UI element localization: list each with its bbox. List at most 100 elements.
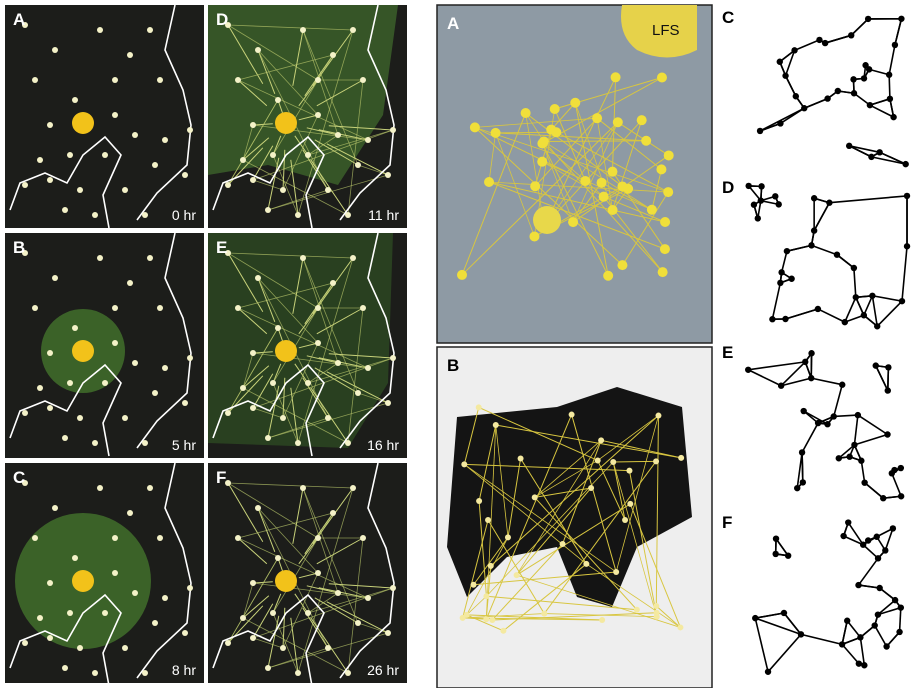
network-node [592,113,602,123]
network-node [607,167,617,177]
node [788,276,794,282]
network-node [569,412,575,418]
node [842,319,848,325]
node [824,421,830,427]
node [890,525,896,531]
node [850,76,856,82]
food-source [300,485,306,491]
food-source [187,585,193,591]
network-node [537,138,547,148]
node [765,669,771,675]
food-source [127,280,133,286]
food-source [385,172,391,178]
node [758,183,764,189]
panel-label: B [447,356,459,375]
node [865,537,871,543]
node [851,442,857,448]
network-node [664,150,674,160]
node [885,364,891,370]
food-source [122,187,128,193]
node [845,519,851,525]
food-source [265,207,271,213]
panel-label: D [216,10,228,29]
food-source [52,47,58,53]
food-source [300,255,306,261]
network-node [568,217,578,227]
network-node [483,593,489,599]
food-source [72,555,78,561]
node [846,143,852,149]
node [785,552,791,558]
node [892,42,898,48]
node [777,59,783,65]
food-source [37,615,43,621]
node [890,114,896,120]
food-source [22,182,28,188]
network-node [457,270,467,280]
node [851,265,857,271]
panel-label: F [722,513,732,532]
node [880,495,886,501]
network-node [514,572,520,578]
food-source [92,670,98,676]
network-node [580,176,590,186]
food-source [132,132,138,138]
food-source [32,535,38,541]
food-source [335,590,341,596]
network-node [470,122,480,132]
food-source [315,112,321,118]
network-node [532,494,538,500]
food-source [225,410,231,416]
node [896,629,902,635]
food-source [92,440,98,446]
food-source [162,137,168,143]
network-node [654,614,660,620]
node [778,269,784,275]
node [800,479,806,485]
node [772,193,778,199]
panel-label: F [216,468,226,487]
node [875,611,881,617]
network-node [530,181,540,191]
food-source [157,77,163,83]
food-source [240,385,246,391]
network-node [595,457,601,463]
node [745,367,751,373]
food-source [122,415,128,421]
network-node [464,612,470,618]
food-source [132,590,138,596]
food-source [335,132,341,138]
time-label: 11 hr [368,207,399,223]
node [808,242,814,248]
food-source [330,280,336,286]
food-source [122,645,128,651]
food-source [47,405,53,411]
food-source [270,610,276,616]
food-source [280,645,286,651]
node [777,280,783,286]
node [876,149,882,155]
network-node [570,98,580,108]
node [811,227,817,233]
food-source [360,535,366,541]
node [839,641,845,647]
food-source [365,365,371,371]
food-source [47,350,53,356]
node [835,88,841,94]
node [860,542,866,548]
food-source [350,27,356,33]
panel-label: A [13,10,25,29]
food-source [250,350,256,356]
edge [889,75,890,99]
node [840,533,846,539]
food-source [102,152,108,158]
food-source [275,97,281,103]
node [874,534,880,540]
food-source [315,77,321,83]
plasmodium-start [275,112,297,134]
node [826,200,832,206]
food-source [187,355,193,361]
panel-label: E [722,343,733,362]
plasmodium-start [275,570,297,592]
food-source [300,27,306,33]
